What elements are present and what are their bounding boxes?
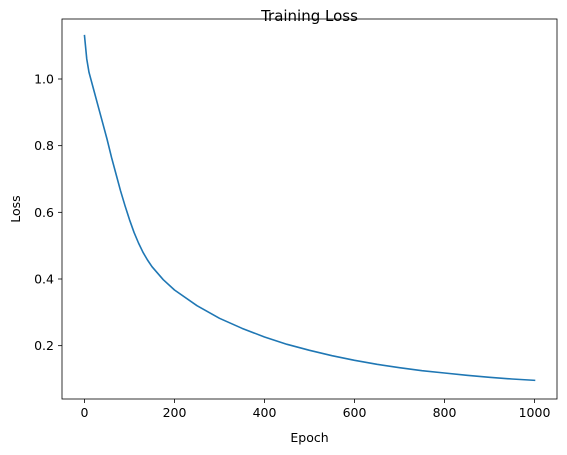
x-tick-label: 800 bbox=[433, 405, 457, 420]
x-tick-label: 0 bbox=[81, 405, 89, 420]
y-tick-label: 0.8 bbox=[34, 138, 54, 153]
y-tick-label: 1.0 bbox=[34, 72, 54, 87]
x-tick-label: 1000 bbox=[519, 405, 551, 420]
y-tick-label: 0.6 bbox=[34, 205, 54, 220]
y-tick-label: 0.4 bbox=[34, 272, 54, 287]
chart-title: Training Loss bbox=[260, 7, 358, 25]
plot-area bbox=[61, 18, 558, 400]
x-axis-ticks: 0 200 400 600 800 1000 bbox=[81, 399, 551, 420]
x-axis-label: Epoch bbox=[290, 430, 328, 445]
y-axis-label: Loss bbox=[8, 195, 23, 222]
y-axis-ticks: 0.2 0.4 0.6 0.8 1.0 bbox=[34, 72, 62, 353]
x-tick-label: 600 bbox=[343, 405, 367, 420]
x-tick-label: 200 bbox=[163, 405, 187, 420]
axes-background bbox=[62, 19, 557, 399]
axes-frame bbox=[61, 18, 558, 400]
x-tick-label: 400 bbox=[253, 405, 277, 420]
series-layer bbox=[83, 34, 536, 382]
loss-series-line bbox=[83, 34, 536, 382]
y-tick-label: 0.2 bbox=[34, 338, 54, 353]
